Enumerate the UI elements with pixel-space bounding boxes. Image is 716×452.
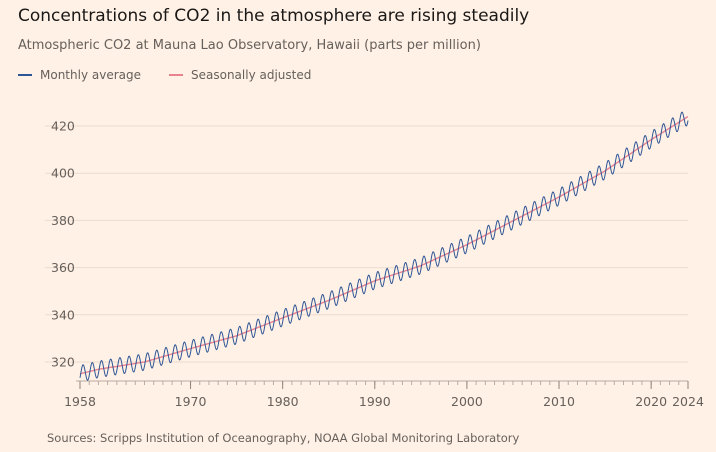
y-tick-label-420: 420 xyxy=(51,119,75,134)
chart-title: Concentrations of CO2 in the atmosphere … xyxy=(18,6,530,26)
x-tick-label-2010: 2010 xyxy=(543,394,575,409)
legend-label-monthly: Monthly average xyxy=(40,68,141,82)
series-line-seasonally-adjusted xyxy=(79,115,689,375)
y-tick-label-380: 380 xyxy=(51,213,75,228)
legend-swatch-seasonal xyxy=(169,74,183,76)
legend-item-monthly: Monthly average xyxy=(18,68,141,82)
legend-swatch-monthly xyxy=(18,74,32,76)
x-tick-label-1958: 1958 xyxy=(64,394,96,409)
chart-source: Sources: Scripps Institution of Oceanogr… xyxy=(47,431,520,445)
x-tick-label-2020: 2020 xyxy=(635,394,667,409)
x-tick-label-2024: 2024 xyxy=(672,394,704,409)
x-tick-label-2000: 2000 xyxy=(451,394,483,409)
y-tick-label-360: 360 xyxy=(51,260,75,275)
x-tick-label-1980: 1980 xyxy=(267,394,299,409)
chart-legend: Monthly average Seasonally adjusted xyxy=(18,68,339,82)
legend-item-seasonal: Seasonally adjusted xyxy=(169,68,311,82)
y-tick-label-320: 320 xyxy=(51,355,75,370)
y-tick-label-400: 400 xyxy=(51,166,75,181)
x-tick-label-1970: 1970 xyxy=(175,394,207,409)
legend-label-seasonal: Seasonally adjusted xyxy=(191,68,312,82)
y-tick-label-340: 340 xyxy=(51,307,75,322)
series-line-monthly-average xyxy=(79,111,689,381)
x-tick-label-1990: 1990 xyxy=(359,394,391,409)
chart-subtitle: Atmospheric CO2 at Mauna Lao Observatory… xyxy=(18,38,481,53)
